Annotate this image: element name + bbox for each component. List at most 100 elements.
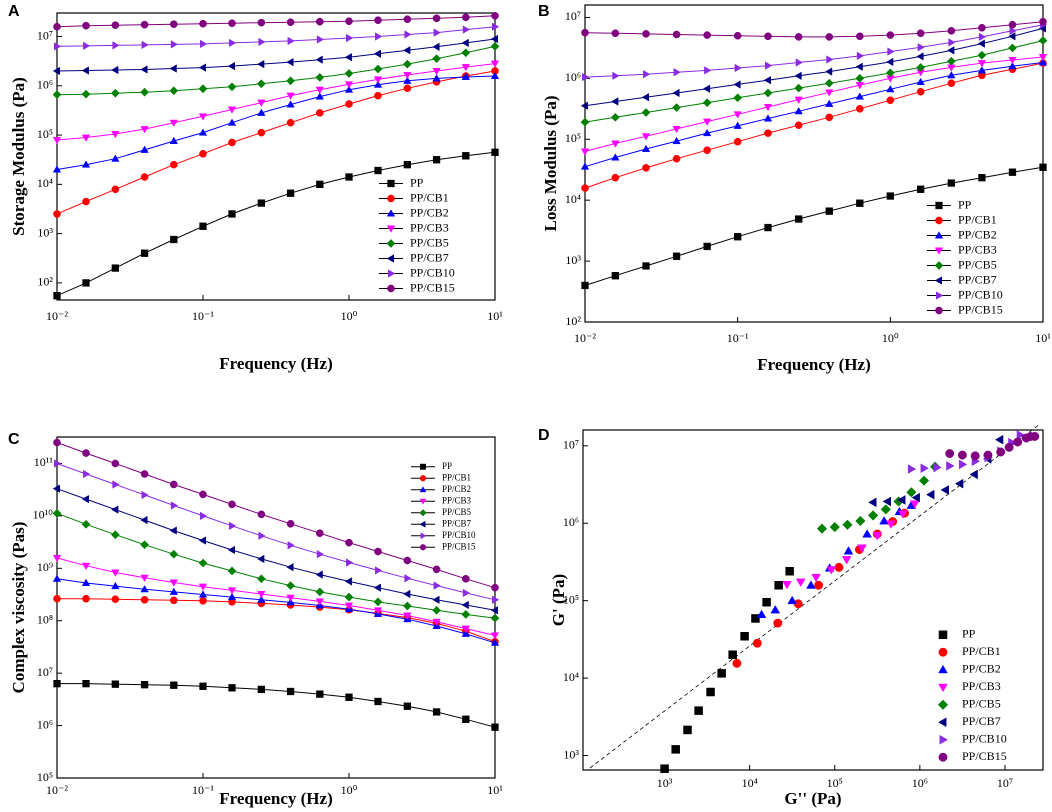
legend-label: PP/CB1 [442,472,471,482]
marker [374,697,382,706]
marker [228,500,236,509]
marker [462,152,470,160]
y-tick-label: 10⁷ [565,9,581,23]
marker [286,581,296,591]
marker [752,638,762,648]
marker [169,596,178,605]
marker [375,566,383,575]
marker [402,59,412,69]
marker [140,574,149,582]
reference-line [589,423,1041,769]
marker [946,56,956,66]
x-axis-label: Frequency (Hz) [757,355,870,374]
marker [824,78,834,88]
marker [82,21,90,30]
marker [794,71,802,80]
marker [867,510,879,521]
series-line [56,578,496,644]
marker [111,569,120,577]
marker [110,530,120,540]
series-line [584,56,1044,152]
series-line [56,151,496,297]
marker [198,583,208,591]
legend-label: PP [958,197,972,211]
marker [461,48,471,58]
marker [673,68,681,77]
marker [112,41,120,50]
marker [490,638,500,646]
x-tick-label: 10⁻² [46,783,68,797]
marker [763,103,773,112]
series-line [56,63,496,141]
marker [344,69,354,78]
x-tick-label: 10⁰ [341,309,358,323]
legend-label: PP/CB2 [410,205,449,219]
marker [227,118,237,126]
marker [403,46,411,55]
legend-marker [939,734,948,745]
marker [580,148,590,156]
marker [461,600,469,610]
panel-letter: C [8,431,20,448]
x-axis-label: G'' (Pa) [784,789,841,808]
marker [111,21,120,29]
legend-marker [419,520,426,528]
y-tick-label: 10² [565,314,581,328]
marker [111,581,120,590]
marker [461,38,469,48]
marker [170,235,178,244]
marker [916,52,924,61]
marker [610,112,620,122]
marker [52,90,62,100]
y-tick-label: 10⁸ [37,612,53,626]
series-line [584,62,1044,168]
marker [54,459,62,468]
y-axis-label: Loss Modulus (Pa) [541,95,560,231]
marker [373,64,383,74]
marker [841,556,852,565]
legend-marker [387,179,395,188]
marker [806,580,816,589]
marker [169,136,178,144]
marker [733,93,743,103]
marker [872,532,883,541]
marker [765,61,773,70]
series-line [57,683,496,728]
legend-label: PP/CB2 [958,227,997,241]
marker [228,19,236,28]
marker [970,451,980,461]
series-line [56,442,496,589]
marker [198,84,208,94]
marker [920,463,929,474]
marker [141,490,149,500]
y-axis-label: G' (Pa) [549,574,568,626]
marker [52,574,62,582]
marker [581,184,589,192]
marker [880,504,891,515]
marker [286,594,295,602]
marker [81,578,91,586]
marker [1030,432,1040,441]
marker [403,84,412,93]
marker [490,606,498,615]
marker [81,562,91,570]
marker [794,121,803,130]
legend-label: PP/CB5 [442,507,472,517]
marker [140,595,149,604]
marker [926,489,935,500]
marker [826,566,837,575]
legend-marker [387,194,395,203]
x-tick-label: 10⁻² [46,309,68,323]
marker [403,15,412,24]
marker [490,613,500,623]
marker [344,81,354,89]
y-tick-label: 10⁵ [37,770,53,784]
marker [461,609,471,619]
marker [702,118,712,126]
marker [227,61,235,71]
marker [344,53,352,62]
marker [641,133,651,141]
marker [54,42,62,51]
marker [916,87,925,96]
marker [82,679,90,688]
